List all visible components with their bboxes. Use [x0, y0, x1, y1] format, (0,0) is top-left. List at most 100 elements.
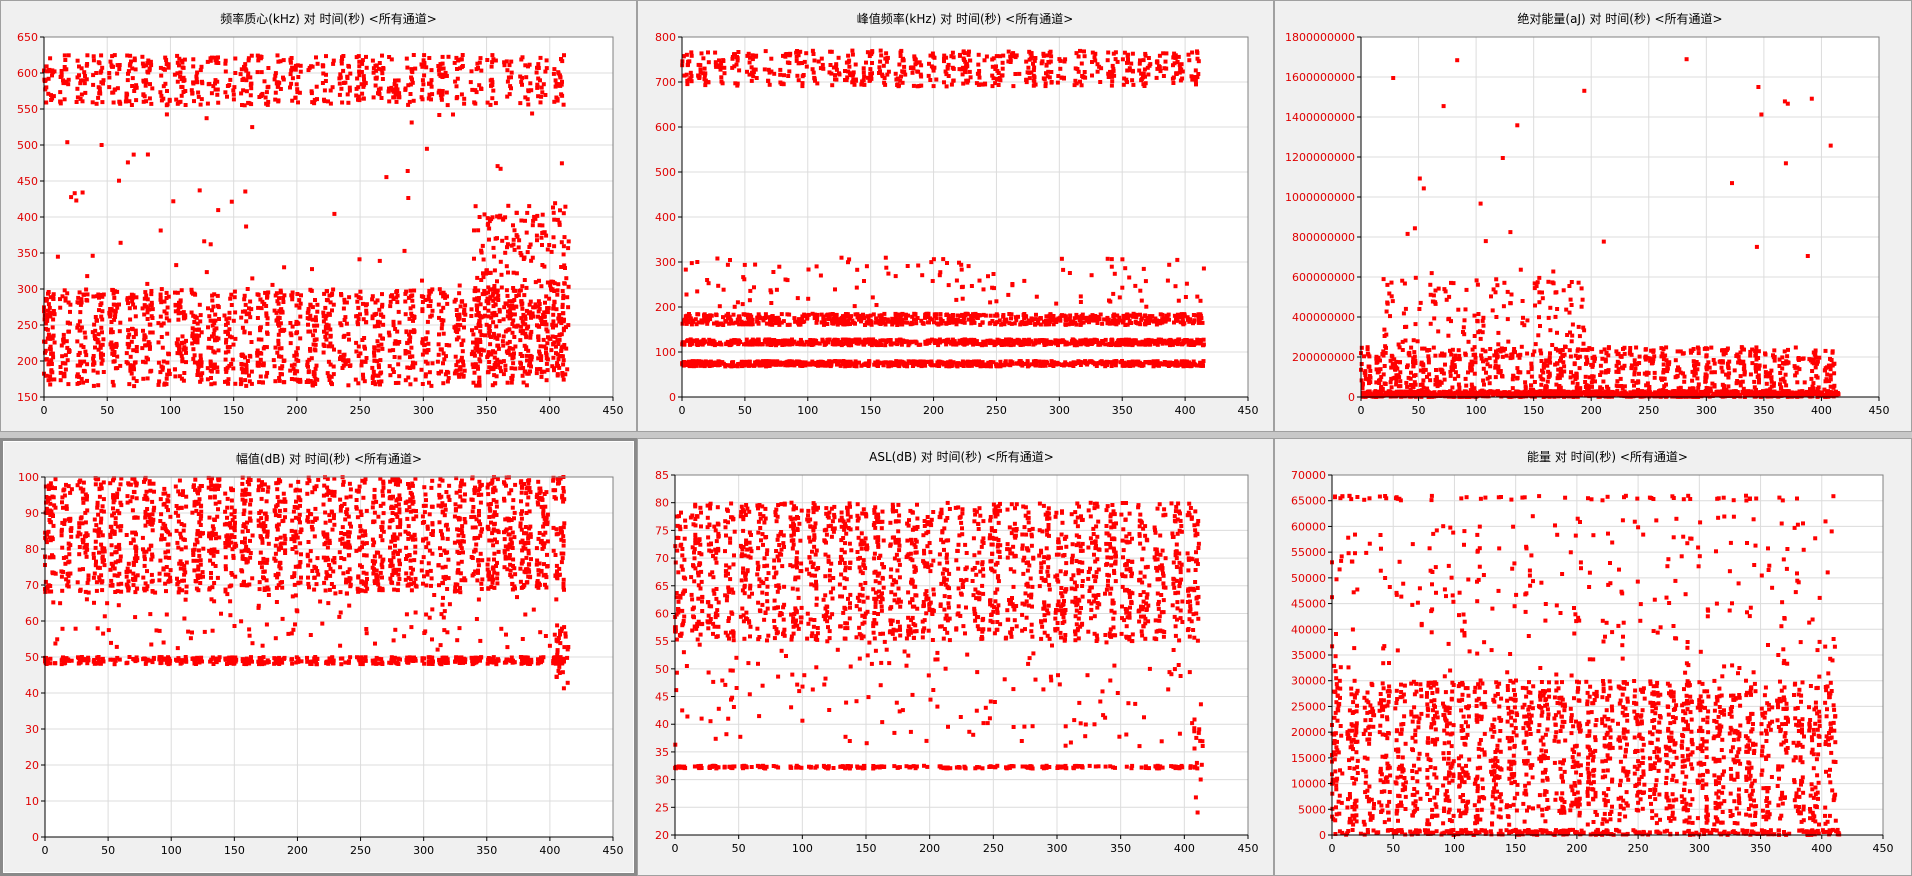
- data-point: [52, 69, 57, 74]
- data-point: [52, 340, 57, 345]
- data-point: [346, 383, 351, 388]
- data-point: [994, 64, 998, 69]
- data-point: [954, 319, 959, 324]
- data-point: [258, 297, 263, 302]
- data-point: [1075, 315, 1080, 319]
- data-point: [1161, 340, 1166, 345]
- data-point: [918, 342, 923, 347]
- data-point: [1051, 340, 1056, 345]
- data-point: [529, 329, 534, 334]
- data-point: [44, 298, 49, 303]
- data-point: [110, 347, 115, 352]
- data-point: [1108, 69, 1112, 74]
- data-point: [393, 381, 398, 385]
- data-point: [457, 57, 462, 62]
- data-point: [703, 79, 708, 84]
- data-point: [1129, 338, 1134, 343]
- data-point: [560, 93, 565, 98]
- data-point: [164, 58, 169, 62]
- data-point: [776, 339, 781, 343]
- data-point: [279, 307, 284, 312]
- data-point: [868, 318, 873, 323]
- data-point: [1130, 68, 1135, 73]
- data-point: [315, 61, 320, 66]
- data-point: [1080, 341, 1085, 346]
- data-point: [362, 379, 367, 384]
- data-point: [999, 73, 1004, 78]
- data-point: [1041, 53, 1046, 58]
- data-point: [493, 101, 498, 106]
- data-point: [534, 233, 539, 238]
- data-point: [522, 293, 527, 298]
- data-point: [561, 311, 566, 316]
- data-point: [131, 364, 136, 369]
- data-point: [492, 310, 497, 315]
- data-point: [354, 340, 359, 345]
- data-point: [324, 337, 329, 342]
- data-point: [831, 65, 836, 70]
- data-point: [340, 366, 345, 370]
- data-point: [211, 304, 216, 309]
- chart-panel-peak-frequency[interactable]: 峰值频率(kHz) 对 时间(秒) <所有通道> 0 50 100 150 200 250 3…: [637, 0, 1274, 432]
- data-point: [332, 347, 336, 352]
- data-point: [1162, 66, 1167, 71]
- data-point: [847, 64, 852, 69]
- data-point: [917, 60, 922, 65]
- data-point: [206, 345, 211, 350]
- data-point: [324, 313, 329, 318]
- data-point: [511, 286, 516, 290]
- data-point: [489, 217, 494, 222]
- data-point: [196, 94, 201, 99]
- data-point: [687, 77, 692, 82]
- data-point: [526, 324, 531, 329]
- data-point: [426, 341, 431, 346]
- data-point: [1193, 75, 1197, 79]
- data-point: [358, 289, 363, 294]
- data-point: [559, 316, 564, 321]
- data-point: [730, 56, 735, 61]
- data-point: [469, 352, 474, 357]
- data-point: [459, 92, 464, 97]
- x-tick-label: 100: [160, 404, 181, 417]
- data-point: [559, 240, 564, 245]
- data-point: [114, 343, 119, 348]
- data-point: [377, 320, 382, 325]
- data-point: [343, 315, 348, 320]
- data-point: [1122, 50, 1127, 55]
- chart-panel-frequency-centroid[interactable]: 频率质心(kHz) 对 时间(秒) <所有通道> 0 50 100 150 200 250 3…: [0, 0, 637, 432]
- data-point: [58, 370, 63, 375]
- data-point: [951, 55, 956, 60]
- data-point: [393, 327, 398, 331]
- data-point: [555, 352, 560, 357]
- data-point: [410, 298, 415, 303]
- data-point: [846, 343, 851, 348]
- data-point: [865, 320, 870, 325]
- data-point: [559, 265, 564, 269]
- data-point: [131, 152, 136, 157]
- data-point: [883, 338, 888, 343]
- data-point: [453, 328, 458, 333]
- data-point: [715, 322, 720, 327]
- data-point: [228, 296, 233, 301]
- data-point: [1110, 63, 1115, 68]
- data-point: [292, 362, 297, 367]
- data-point: [462, 307, 467, 312]
- data-points: [680, 48, 1206, 369]
- data-point: [263, 95, 268, 100]
- data-point: [229, 199, 234, 204]
- data-point: [845, 75, 850, 80]
- data-point: [199, 64, 204, 69]
- data-point: [498, 166, 503, 171]
- data-point: [977, 75, 982, 80]
- data-point: [521, 257, 526, 261]
- data-point: [750, 57, 755, 62]
- data-point: [411, 318, 415, 323]
- data-point: [461, 318, 466, 322]
- data-point: [777, 320, 782, 325]
- data-point: [453, 354, 458, 359]
- data-point: [555, 83, 560, 88]
- data-point: [512, 312, 517, 317]
- data-point: [288, 72, 293, 77]
- data-point: [167, 368, 171, 373]
- data-point: [274, 81, 279, 86]
